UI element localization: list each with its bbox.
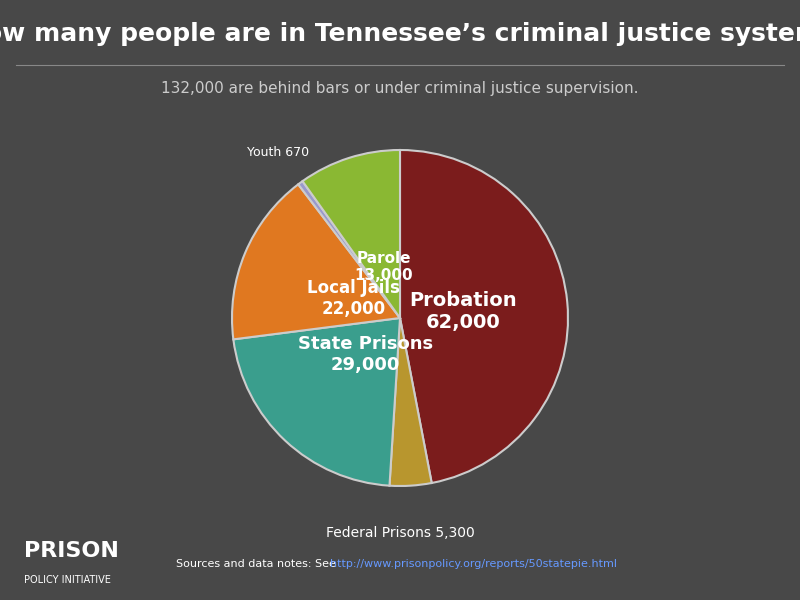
Wedge shape (390, 318, 432, 486)
Text: http://www.prisonpolicy.org/reports/50statepie.html: http://www.prisonpolicy.org/reports/50st… (330, 559, 618, 569)
Text: How many people are in Tennessee’s criminal justice system?: How many people are in Tennessee’s crimi… (0, 22, 800, 46)
Text: Youth 670: Youth 670 (247, 146, 310, 160)
Text: Sources and data notes: See: Sources and data notes: See (176, 559, 339, 569)
Wedge shape (298, 181, 400, 318)
Wedge shape (400, 150, 568, 483)
Text: Federal Prisons 5,300: Federal Prisons 5,300 (326, 526, 474, 540)
Wedge shape (234, 318, 400, 485)
Text: State Prisons
29,000: State Prisons 29,000 (298, 335, 433, 374)
Text: Parole
13,000: Parole 13,000 (354, 251, 413, 283)
Text: Probation
62,000: Probation 62,000 (410, 292, 518, 332)
Wedge shape (302, 150, 400, 318)
Text: PRISON: PRISON (24, 541, 119, 561)
Text: POLICY INITIATIVE: POLICY INITIATIVE (24, 575, 111, 585)
Wedge shape (232, 184, 400, 340)
Text: Local Jails
22,000: Local Jails 22,000 (307, 279, 400, 318)
Text: 132,000 are behind bars or under criminal justice supervision.: 132,000 are behind bars or under crimina… (162, 81, 638, 96)
